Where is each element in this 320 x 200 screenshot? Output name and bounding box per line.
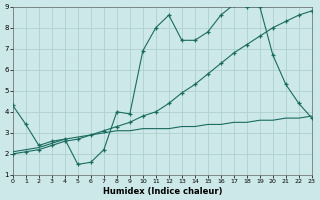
- X-axis label: Humidex (Indice chaleur): Humidex (Indice chaleur): [103, 187, 222, 196]
